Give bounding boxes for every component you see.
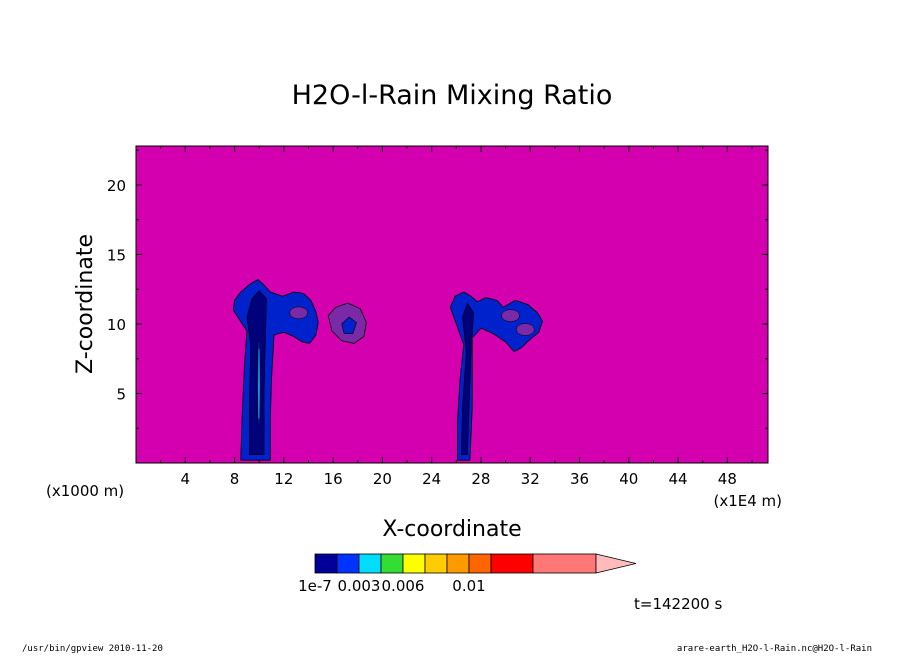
anvil-patch-1	[289, 306, 308, 320]
colorbar-box	[336, 553, 360, 574]
colorbar-box	[446, 553, 470, 574]
cell-1-inner-contour	[246, 290, 267, 456]
colorbar-label: 0.006	[382, 577, 425, 595]
colorbar-box	[380, 553, 404, 574]
x-unit-left: (x1000 m)	[46, 482, 124, 500]
colorbar-box	[402, 553, 426, 574]
cell-3-inner-contour	[341, 316, 357, 335]
y-tick-label: 10	[107, 316, 126, 334]
chart-title: H2O-l-Rain Mixing Ratio	[292, 80, 613, 111]
x-tick-label: 32	[521, 470, 540, 488]
x-tick-label: 20	[373, 470, 392, 488]
colorbar-label: 0.01	[452, 577, 485, 595]
cell-3	[327, 302, 367, 344]
colorbar-box	[532, 553, 597, 574]
rain-cells	[232, 279, 543, 461]
time-label: t=142200 s	[634, 595, 722, 613]
x-tick-label: 16	[324, 470, 343, 488]
colorbar-box	[468, 553, 492, 574]
x-tick-label: 36	[570, 470, 589, 488]
colorbar-label: 0.003	[338, 577, 381, 595]
footer-left: /usr/bin/gpview 2010-11-20	[22, 644, 163, 654]
x-tick-label: 12	[274, 470, 293, 488]
cell-2-inner-contour	[460, 302, 474, 456]
y-tick-label: 5	[116, 385, 126, 403]
x-tick-label: 8	[230, 470, 240, 488]
y-tick-label: 20	[107, 177, 126, 195]
y-axis-label: Z-coordinate	[73, 234, 98, 374]
x-tick-label: 4	[181, 470, 191, 488]
colorbar-box	[314, 553, 338, 574]
x-tick-label: 28	[471, 470, 490, 488]
x-tick-label: 40	[619, 470, 638, 488]
cell-1-peak-contour	[258, 349, 260, 419]
anvil-patch-2	[501, 309, 520, 322]
colorbar-box	[424, 553, 448, 574]
x-tick-label: 44	[669, 470, 688, 488]
anvil-patch-3	[516, 323, 535, 336]
y-tick-label: 15	[107, 246, 126, 264]
x-axis-label: X-coordinate	[382, 517, 521, 542]
x-tick-label: 24	[422, 470, 441, 488]
cell-1	[232, 279, 319, 461]
colorbar-extend-arrow	[595, 553, 637, 574]
plot-frame	[135, 145, 769, 464]
colorbar-box	[490, 553, 534, 574]
footer-right: arare-earth_H2O-l-Rain.nc@H2O-l-Rain	[677, 644, 872, 654]
x-tick-label: 48	[718, 470, 737, 488]
x-unit-right: (x1E4 m)	[713, 492, 782, 510]
colorbar-label: 1e-7	[298, 577, 332, 595]
colorbar-box	[358, 553, 382, 574]
colorbar: 1e-7 0.003 0.006 0.01	[298, 553, 637, 595]
